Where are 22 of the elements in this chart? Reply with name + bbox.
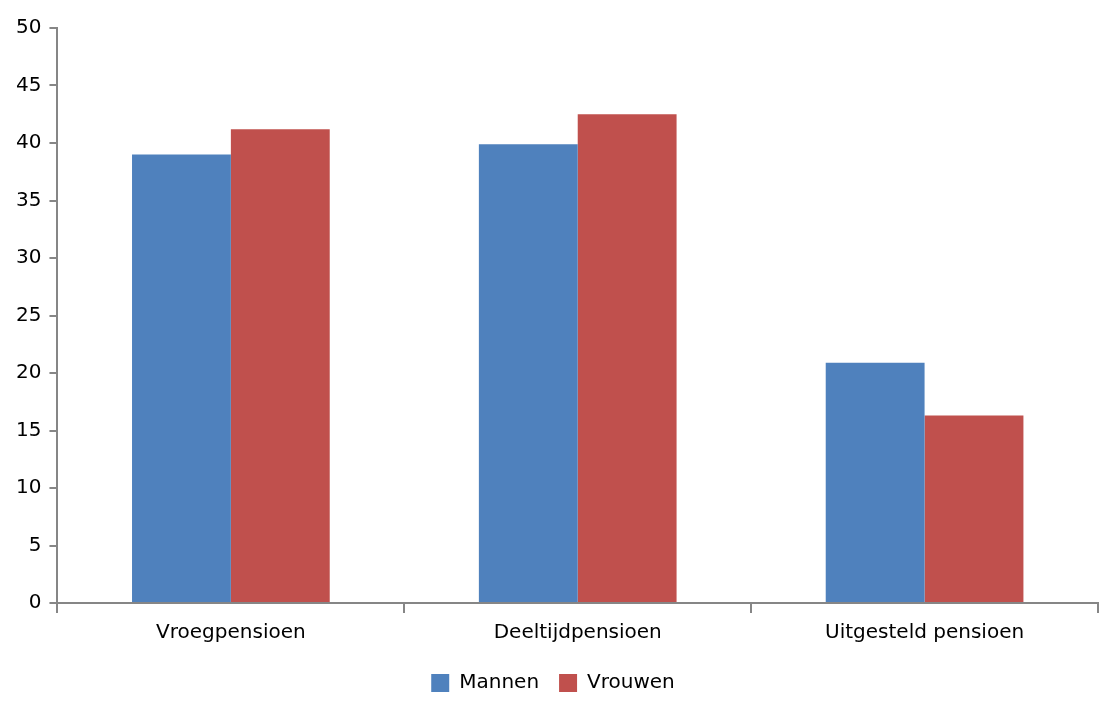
bar <box>825 362 925 602</box>
bar <box>230 129 330 602</box>
bar <box>924 415 1024 602</box>
legend-label: Mannen <box>459 669 540 694</box>
x-tick-label: Vroegpensioen <box>156 619 306 644</box>
x-tick-label: Deeltijdpensioen <box>493 619 662 644</box>
bar <box>478 144 578 602</box>
bar <box>132 154 231 602</box>
y-tick-label: 50 <box>16 14 42 39</box>
bar <box>577 114 677 602</box>
y-tick-label: 0 <box>28 589 42 614</box>
y-tick-label: 45 <box>16 71 42 96</box>
y-tick-label: 15 <box>16 416 42 441</box>
y-tick-label: 40 <box>16 129 42 154</box>
x-tick-label: Uitgesteld pensioen <box>825 619 1025 644</box>
y-tick-label: 20 <box>16 359 42 384</box>
y-tick-label: 5 <box>28 531 42 556</box>
y-tick-label: 35 <box>16 186 42 211</box>
y-tick-label: 10 <box>16 474 42 499</box>
legend-label: Vrouwen <box>587 669 675 694</box>
y-tick-label: 25 <box>16 301 42 326</box>
y-tick-label: 30 <box>16 244 42 269</box>
